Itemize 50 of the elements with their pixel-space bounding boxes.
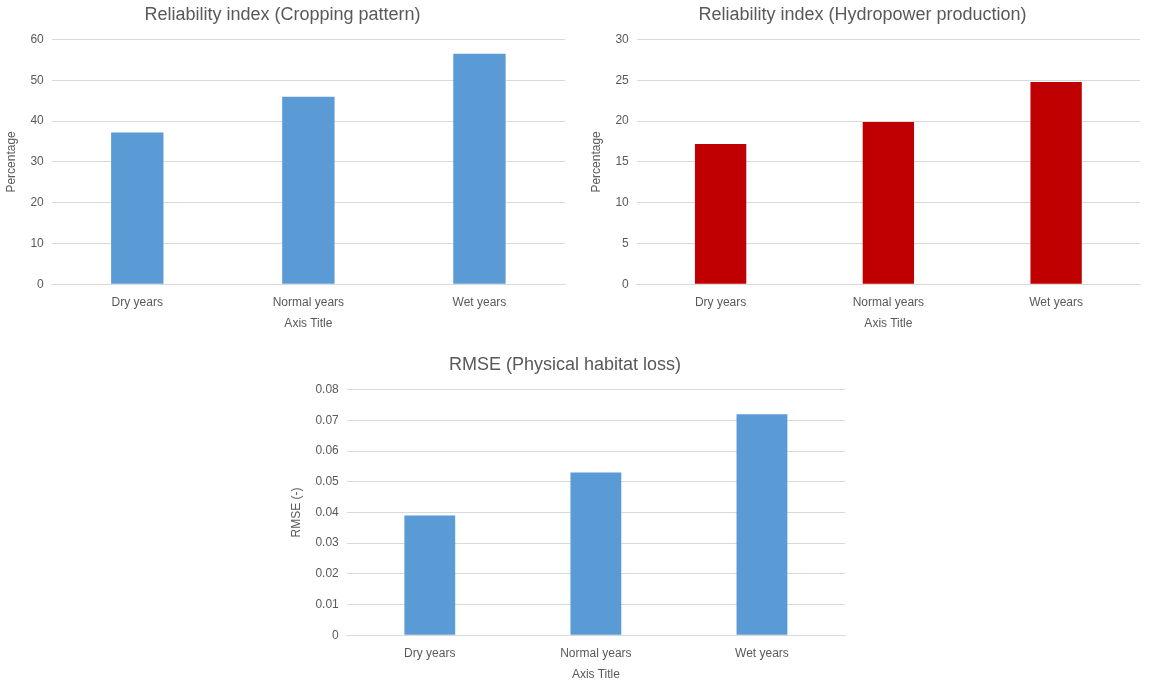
- x-tick-label: Wet years: [735, 645, 789, 660]
- chart-title: RMSE (Physical habitat loss): [448, 353, 682, 374]
- x-tick-label: Wet years: [1029, 294, 1084, 309]
- y-tick-label: 0.01: [315, 596, 340, 611]
- bar: [404, 515, 456, 635]
- y-tick-label: 10: [615, 194, 630, 209]
- y-tick-label: 0: [332, 627, 340, 642]
- y-tick-label: 30: [30, 154, 45, 169]
- y-tick-label: 40: [30, 113, 45, 128]
- y-tick-label: 0: [37, 276, 45, 291]
- bar: [862, 121, 915, 284]
- x-tick-label: Normal years: [852, 294, 925, 309]
- bar: [736, 414, 788, 635]
- bar: [570, 472, 622, 635]
- x-tick-label: Normal years: [560, 645, 632, 660]
- y-axis-title: RMSE (-): [288, 487, 303, 538]
- y-tick-label: 0.08: [315, 381, 340, 396]
- y-tick-label: 0.07: [315, 412, 340, 427]
- y-tick-label: 30: [615, 31, 630, 46]
- x-tick-label: Dry years: [404, 645, 456, 660]
- bar: [282, 96, 335, 284]
- y-tick-label: 20: [615, 113, 630, 128]
- y-tick-label: 10: [30, 235, 45, 250]
- x-tick-label: Dry years: [694, 294, 747, 309]
- y-tick-label: 60: [30, 31, 45, 46]
- y-tick-label: 0.03: [315, 535, 340, 550]
- x-axis-title: Axis Title: [284, 316, 333, 331]
- y-tick-label: 20: [30, 194, 45, 209]
- y-tick-label: 50: [30, 72, 45, 87]
- y-tick-label: 0: [622, 276, 630, 291]
- y-axis-title: Percentage: [588, 130, 603, 193]
- y-tick-label: 25: [615, 72, 630, 87]
- x-axis-title: Axis Title: [571, 667, 621, 682]
- y-axis-title: Percentage: [3, 130, 18, 193]
- y-tick-label: 0.05: [315, 474, 340, 489]
- x-axis-title: Axis Title: [864, 316, 913, 331]
- y-tick-label: 15: [615, 154, 630, 169]
- bar: [453, 53, 506, 284]
- y-tick-label: 5: [622, 235, 630, 250]
- x-tick-label: Normal years: [272, 294, 345, 309]
- bar: [111, 132, 164, 284]
- y-tick-label: 0.06: [315, 443, 340, 458]
- y-tick-label: 0.02: [315, 566, 340, 581]
- y-tick-label: 0.04: [315, 504, 340, 519]
- bar: [1030, 82, 1082, 284]
- x-tick-label: Wet years: [452, 294, 507, 309]
- bar: [694, 143, 747, 284]
- x-tick-label: Dry years: [111, 294, 163, 309]
- chart-title: Reliability index (Cropping pattern): [144, 3, 421, 24]
- chart-title: Reliability index (Hydropower production): [698, 3, 1027, 24]
